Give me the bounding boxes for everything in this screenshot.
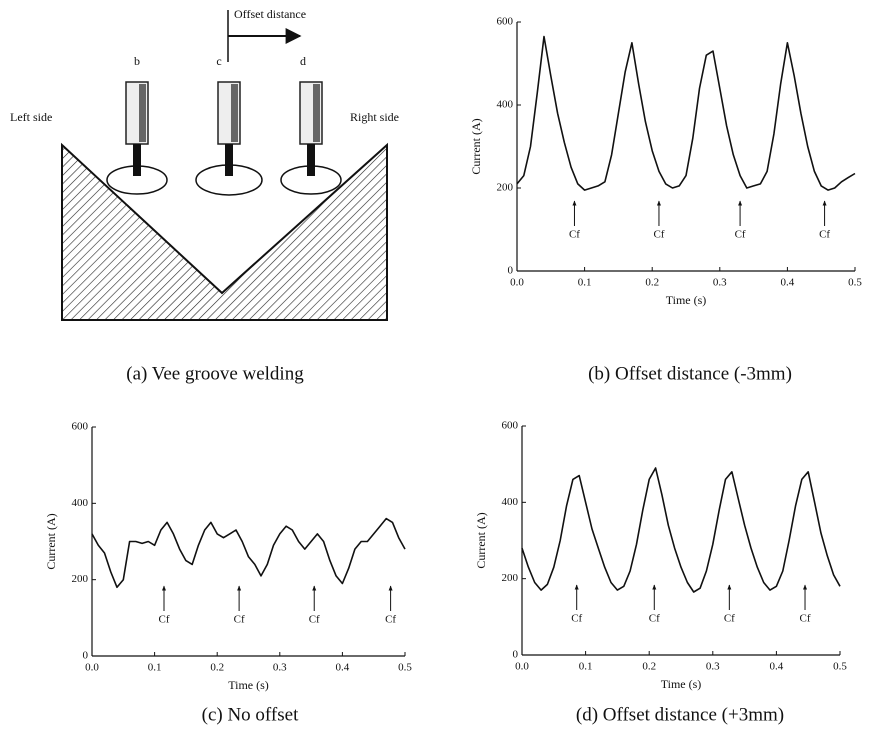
x-tick-label: 0.2	[642, 661, 656, 673]
x-tick-label: 0.0	[515, 661, 529, 673]
x-tick-label: 0.3	[273, 662, 287, 674]
cf-label: Cf	[385, 614, 396, 626]
x-tick-label: 0.4	[781, 277, 795, 289]
y-tick-label: 400	[72, 497, 89, 509]
torch-label: d	[300, 54, 306, 68]
cf-label: Cf	[158, 614, 169, 626]
y-tick-label: 0	[83, 650, 89, 662]
cf-label: Cf	[653, 229, 664, 241]
x-tick-label: 0.2	[645, 277, 659, 289]
torch: b	[106, 54, 168, 195]
current-line	[516, 35, 856, 191]
y-tick-label: 0	[513, 649, 519, 661]
cf-label: Cf	[819, 229, 830, 241]
offset-label: Offset distance	[234, 7, 306, 21]
cf-label: Cf	[569, 229, 580, 241]
chart-caption: (b) Offset distance (-3mm)	[588, 363, 792, 384]
x-tick-label: 0.3	[706, 661, 720, 673]
cf-label: Cf	[234, 614, 245, 626]
x-tick-label: 0.1	[148, 662, 162, 674]
y-axis-label: Current (A)	[474, 512, 488, 568]
chart-caption: (d) Offset distance (+3mm)	[576, 704, 784, 725]
x-tick-label: 0.4	[336, 662, 350, 674]
x-tick-label: 0.4	[770, 661, 784, 673]
workpiece	[61, 142, 388, 321]
y-tick-label: 200	[72, 573, 89, 585]
x-tick-label: 0.0	[85, 662, 99, 674]
y-axis-label: Current (A)	[469, 118, 483, 174]
x-axis-label: Time (s)	[666, 293, 707, 307]
cf-label: Cf	[724, 613, 735, 625]
current-line	[91, 517, 406, 589]
x-axis-label: Time (s)	[661, 677, 702, 691]
torch-label: b	[134, 54, 140, 68]
torch-label: c	[216, 54, 221, 68]
cf-label: Cf	[649, 613, 660, 625]
chart-caption: (c) No offset	[202, 704, 299, 725]
cf-label: Cf	[800, 613, 811, 625]
y-axis-label: Current (A)	[44, 513, 58, 569]
x-tick-label: 0.3	[713, 277, 727, 289]
diagram-caption: (a) Vee groove welding	[126, 363, 304, 384]
x-tick-label: 0.1	[579, 661, 593, 673]
torch: c	[195, 54, 263, 196]
chart: 0 200 400 600 0.0 0.1 0.2 0.3 0.4 0.5 Cf Cf Cf Cf Time…	[474, 420, 848, 726]
x-tick-label: 0.5	[833, 661, 847, 673]
y-tick-label: 200	[497, 182, 514, 194]
torch: d	[280, 54, 342, 195]
left-label: Left side	[10, 110, 52, 124]
x-tick-label: 0.0	[510, 277, 524, 289]
x-tick-label: 0.5	[848, 277, 862, 289]
chart: 0 200 400 600 0.0 0.1 0.2 0.3 0.4 0.5 Cf Cf Cf Cf Time…	[469, 16, 863, 385]
groove-diagram: Offset distance Left side Right side b c…	[10, 7, 399, 385]
y-tick-label: 600	[502, 420, 519, 432]
y-tick-label: 600	[72, 421, 89, 433]
cf-label: Cf	[735, 229, 746, 241]
cf-label: Cf	[571, 613, 582, 625]
y-tick-label: 200	[502, 572, 519, 584]
x-tick-label: 0.2	[210, 662, 224, 674]
y-tick-label: 400	[497, 99, 514, 111]
x-axis-label: Time (s)	[228, 678, 269, 692]
y-tick-label: 400	[502, 496, 519, 508]
y-tick-label: 600	[497, 16, 514, 28]
x-tick-label: 0.5	[398, 662, 412, 674]
current-line	[521, 467, 841, 593]
y-tick-label: 0	[508, 265, 514, 277]
right-label: Right side	[350, 110, 399, 124]
x-tick-label: 0.1	[578, 277, 592, 289]
cf-label: Cf	[309, 614, 320, 626]
chart: 0 200 400 600 0.0 0.1 0.2 0.3 0.4 0.5 Cf Cf Cf Cf Time…	[44, 421, 413, 726]
